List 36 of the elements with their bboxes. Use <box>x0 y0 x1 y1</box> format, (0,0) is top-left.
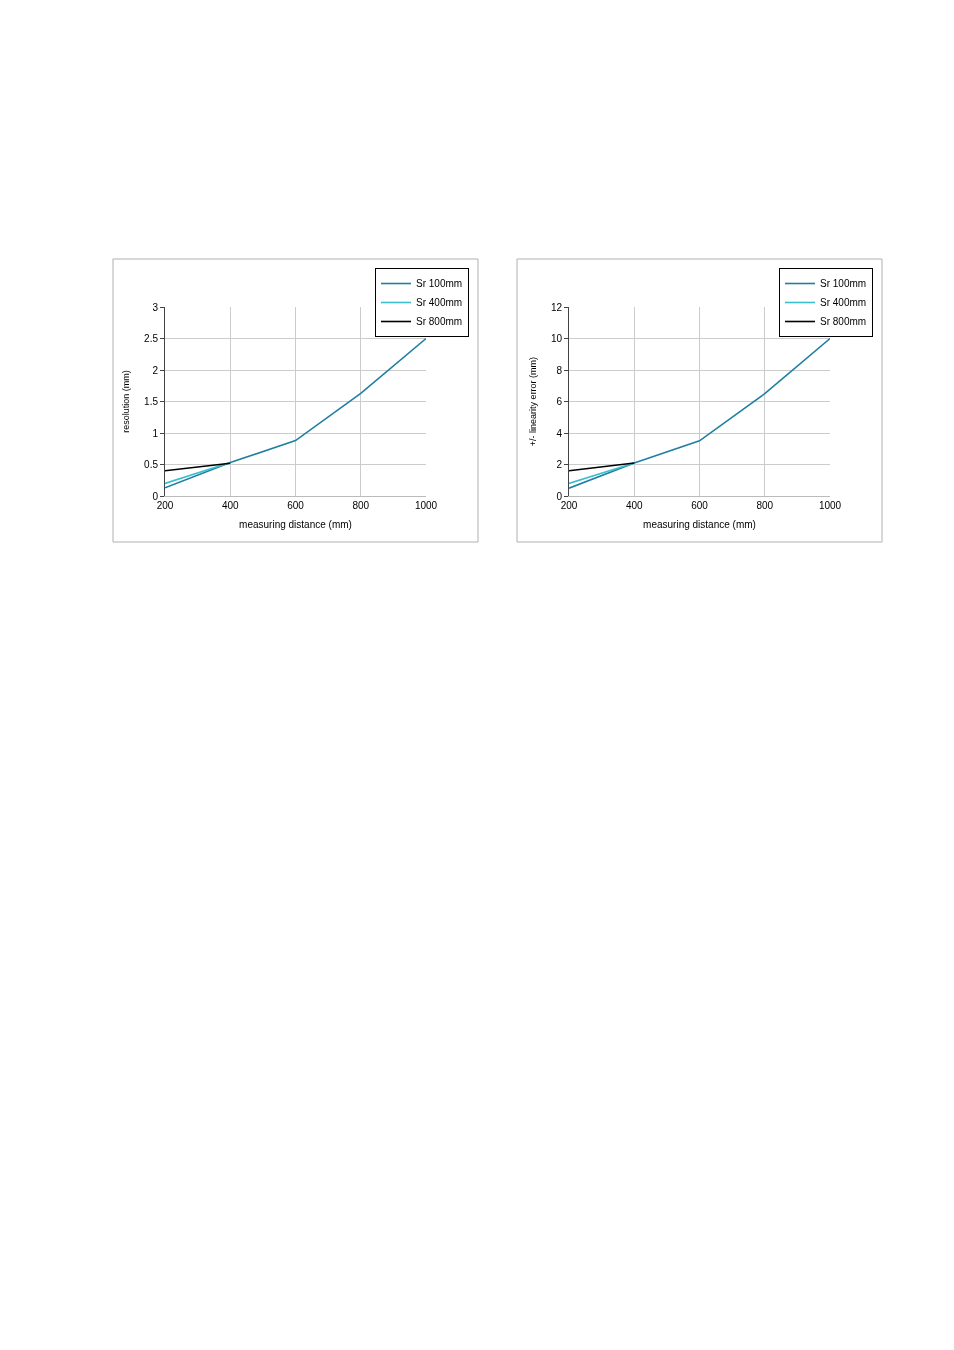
y-tick-label: 0.5 <box>144 459 159 470</box>
legend-label: Sr 400mm <box>416 297 463 309</box>
x-axis-title: measuring distance (mm) <box>239 518 352 530</box>
x-tick-label: 1000 <box>818 500 842 511</box>
y-tick-label: 4 <box>556 427 563 439</box>
y-tick-label: 2.5 <box>144 333 159 344</box>
legend-label: Sr 800mm <box>820 316 867 328</box>
y-tick-label: 2 <box>152 364 159 376</box>
y-tick-label: 2 <box>556 459 563 470</box>
y-axis-title: resolution (mm) <box>121 370 132 433</box>
x-tick-label: 200 <box>156 500 174 511</box>
y-tick-label: 0 <box>556 490 563 502</box>
x-tick-label: 600 <box>287 500 305 511</box>
line-series <box>569 337 830 489</box>
y-tick-label: 0 <box>152 490 159 502</box>
y-tick-label: 3 <box>152 301 159 313</box>
x-tick-label: 1000 <box>414 500 438 511</box>
legend-label: Sr 100mm <box>416 278 463 290</box>
x-tick-label: 400 <box>221 500 240 511</box>
x-tick-label: 600 <box>691 500 709 511</box>
line-series <box>165 337 426 489</box>
y-tick-label: 10 <box>550 333 563 344</box>
x-tick-label: 200 <box>560 500 578 511</box>
x-tick-label: 800 <box>756 500 774 511</box>
x-axis-title: measuring distance (mm) <box>643 518 756 530</box>
legend-label: Sr 800mm <box>416 316 463 328</box>
x-tick-label: 800 <box>352 500 370 511</box>
legend-label: Sr 100mm <box>820 278 867 290</box>
y-tick-label: 8 <box>556 364 563 376</box>
y-axis-title: +/- linearity error (mm) <box>528 356 539 447</box>
y-tick-label: 12 <box>550 301 563 313</box>
legend-label: Sr 400mm <box>820 297 867 309</box>
y-tick-label: 6 <box>556 396 563 407</box>
y-tick-label: 1 <box>152 427 159 439</box>
x-tick-label: 400 <box>625 500 644 511</box>
y-tick-label: 1.5 <box>144 396 159 407</box>
